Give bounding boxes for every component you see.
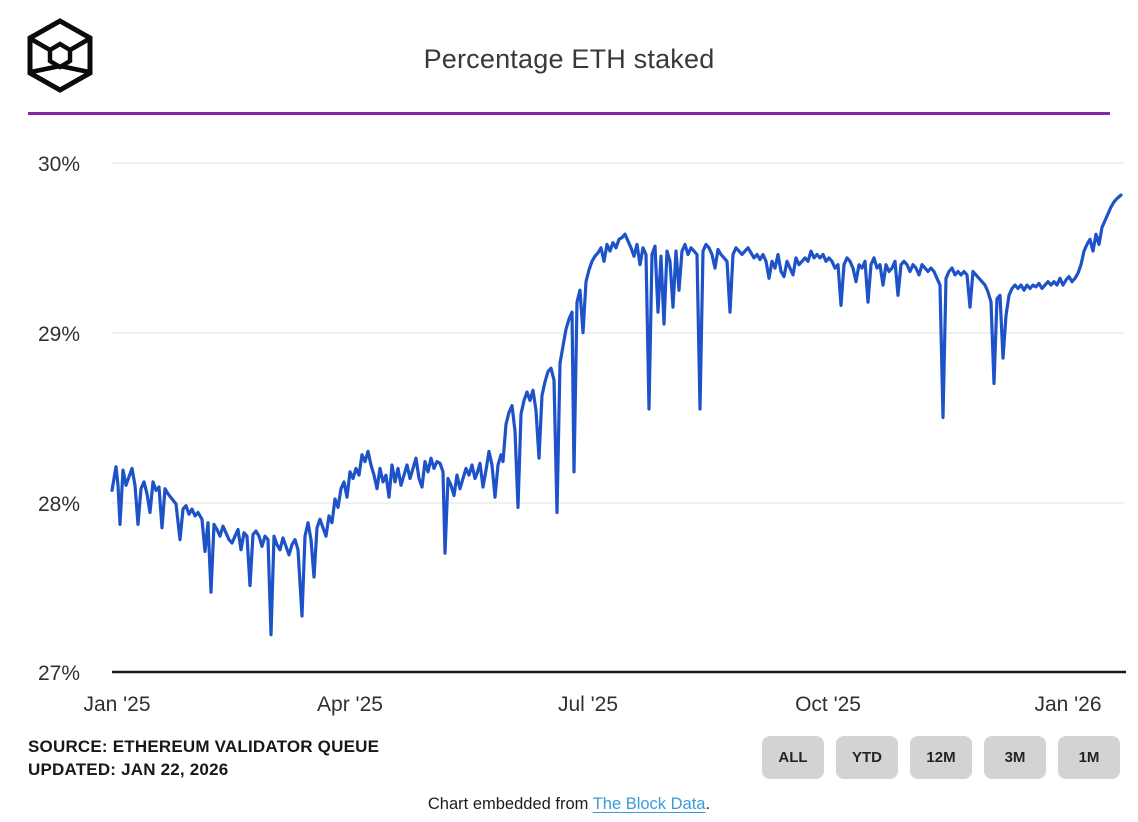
y-tick-30: 30%: [38, 153, 80, 176]
range-button-3m[interactable]: 3M: [984, 736, 1046, 779]
range-selector: ALL YTD 12M 3M 1M: [762, 736, 1120, 779]
range-button-ytd[interactable]: YTD: [836, 736, 898, 779]
range-button-12m[interactable]: 12M: [910, 736, 972, 779]
gridlines: [112, 162, 1124, 504]
page-title: Percentage ETH staked: [423, 44, 715, 74]
source-block: SOURCE: ETHEREUM VALIDATOR QUEUE UPDATED…: [28, 735, 379, 781]
the-block-logo[interactable]: [27, 18, 95, 94]
y-tick-29: 29%: [38, 323, 80, 346]
embed-footer: Chart embedded from The Block Data.: [0, 795, 1138, 814]
range-button-all[interactable]: ALL: [762, 736, 824, 779]
x-tick-jul25: Jul '25: [558, 693, 618, 716]
staking-chart-svg: 30% 29% 28% 27% Jan '25 Apr '25 Jul '25 …: [38, 153, 1126, 716]
purple-divider: [28, 112, 1110, 115]
chart-area[interactable]: 30% 29% 28% 27% Jan '25 Apr '25 Jul '25 …: [0, 130, 1138, 730]
footer-prefix: Chart embedded from: [427, 795, 593, 813]
the-block-data-link[interactable]: The Block Data: [592, 795, 706, 813]
source-line: SOURCE: ETHEREUM VALIDATOR QUEUE: [28, 737, 380, 756]
x-tick-apr25: Apr '25: [317, 693, 383, 716]
x-tick-oct25: Oct '25: [795, 693, 861, 716]
y-tick-28: 28%: [38, 493, 80, 516]
x-tick-jan25: Jan '25: [83, 693, 150, 716]
y-tick-27: 27%: [38, 662, 80, 685]
footer-suffix: .: [705, 795, 711, 813]
range-button-1m[interactable]: 1M: [1058, 736, 1120, 779]
updated-line: UPDATED: JAN 22, 2026: [28, 760, 229, 779]
staking-line[interactable]: [110, 193, 1123, 637]
cube-icon: [27, 18, 93, 93]
x-tick-jan26: Jan '26: [1034, 693, 1101, 716]
